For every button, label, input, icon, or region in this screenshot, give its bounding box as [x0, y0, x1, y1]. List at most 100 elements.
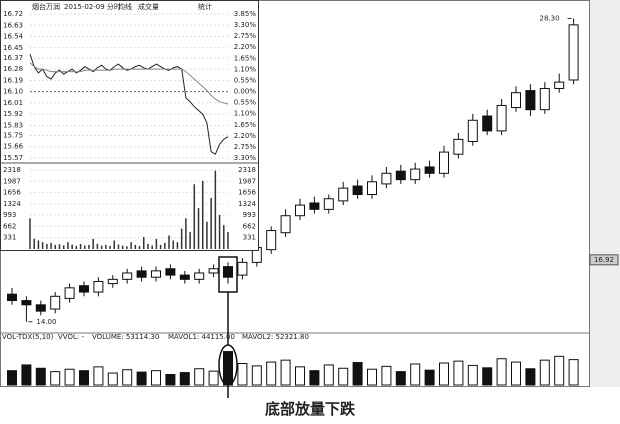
y2-tick-label: 331	[243, 234, 256, 242]
candle-body	[50, 295, 61, 310]
y2-tick-label: 3.30%	[234, 154, 257, 162]
candle-body	[323, 198, 334, 210]
volume-bar	[151, 370, 161, 386]
candle-body	[525, 90, 536, 111]
volume-bar	[251, 365, 262, 386]
volume-bar	[338, 367, 349, 386]
candle-body	[367, 181, 377, 196]
y-tick-label: 1324	[3, 200, 21, 208]
y2-tick-label: 0.00%	[234, 88, 257, 96]
y2-tick-label: 2.20%	[234, 132, 257, 140]
volume-header: MAVOL1: 44115.00	[168, 333, 235, 341]
y2-tick-label: 662	[243, 222, 256, 230]
candle-body	[511, 92, 521, 109]
y-tick-label: 15.75	[3, 131, 23, 139]
volume-bar	[539, 359, 550, 386]
volume-bar	[266, 361, 277, 386]
y2-tick-label: 0.55%	[234, 99, 257, 107]
candle-body	[165, 268, 176, 276]
volume-bar	[309, 370, 320, 386]
volume-bar	[280, 359, 291, 386]
volume-bar	[482, 367, 493, 386]
candle-body	[64, 287, 75, 299]
y2-tick-label: 1.10%	[234, 65, 257, 73]
candle-body	[21, 300, 32, 306]
volume-bar	[525, 368, 536, 386]
price-line	[29, 53, 229, 155]
y2-tick-label: 1656	[238, 189, 256, 197]
candle-body	[93, 280, 104, 293]
volume-bar	[295, 366, 305, 386]
y-tick-label: 15.66	[3, 143, 24, 151]
y2-tick-label: 1.65%	[234, 121, 257, 129]
average-line	[29, 62, 229, 105]
volume-bar	[453, 360, 464, 386]
candle-body	[482, 115, 493, 132]
volume-bar	[79, 370, 89, 386]
volume-bar	[511, 361, 521, 386]
volume-bar	[64, 368, 75, 386]
y2-tick-label: 3.85%	[234, 10, 257, 18]
volume-bar	[208, 370, 219, 386]
main-chart: 28.30 14.00 16.92 VOL-TDX(5,10) VVOL: - VOLUM…	[2, 14, 619, 386]
y2-tick-label: 1324	[238, 200, 256, 208]
volume-bar	[122, 369, 133, 386]
volume-bar	[424, 369, 435, 386]
volume-bar	[439, 362, 449, 386]
y-tick-label: 16.37	[3, 54, 23, 62]
volume-bar	[136, 371, 147, 386]
candle-body	[295, 204, 305, 217]
y2-tick-label: 1.10%	[234, 110, 257, 118]
y2-tick-label: 1.65%	[234, 54, 257, 62]
candle-body	[453, 138, 464, 155]
candle-body	[280, 215, 291, 234]
candle-body	[237, 261, 248, 276]
volume-bar	[323, 364, 334, 386]
y2-tick-label: 2.75%	[234, 32, 257, 40]
inset-header: 烟台万润	[32, 2, 60, 11]
volume-bar	[179, 372, 190, 386]
y-tick-label: 15.92	[3, 110, 23, 118]
y2-tick-label: 1987	[238, 177, 256, 185]
candle-body	[136, 270, 147, 278]
volume-bar	[21, 364, 32, 386]
annotation-label: 28.30	[540, 14, 560, 22]
y-tick-label: 993	[3, 211, 16, 219]
volume-bar	[554, 355, 565, 386]
candle-body	[208, 268, 219, 274]
inset-header: 均线	[118, 2, 132, 11]
inset-header: 统计	[198, 2, 212, 11]
right-axis-strip	[590, 0, 620, 387]
volume-bar	[467, 364, 478, 386]
y-tick-label: 16.19	[3, 76, 23, 84]
inset-header: 2015-02-09 分时	[64, 2, 121, 11]
candle-body	[223, 266, 233, 278]
volume-header: VOLUME: 53114.30	[92, 333, 159, 341]
candle-body	[338, 187, 349, 202]
candle-body	[410, 168, 421, 181]
y-tick-label: 16.01	[3, 99, 23, 107]
volume-bar	[107, 372, 118, 386]
candle-body	[266, 230, 277, 251]
candle-body	[79, 285, 89, 293]
volume-bar	[381, 365, 392, 386]
candle-body	[107, 278, 118, 285]
volume-bar	[165, 373, 176, 386]
current-price-box	[589, 254, 619, 266]
y-tick-label: 331	[3, 234, 16, 242]
candle-body	[179, 274, 190, 280]
volume-bar	[568, 359, 579, 386]
candle-body	[309, 202, 320, 210]
y-tick-label: 16.28	[3, 65, 23, 73]
y-tick-label: 15.83	[3, 121, 23, 129]
volume-bar	[194, 368, 205, 386]
y-tick-label: 16.45	[3, 44, 23, 52]
candle-body	[352, 185, 363, 196]
candle-body	[539, 87, 550, 111]
y2-tick-label: 2.75%	[234, 143, 257, 151]
y-tick-label: 16.10	[3, 88, 23, 96]
candle-body	[424, 166, 435, 174]
y2-tick-label: 3.30%	[234, 21, 257, 29]
volume-bar	[352, 362, 363, 386]
